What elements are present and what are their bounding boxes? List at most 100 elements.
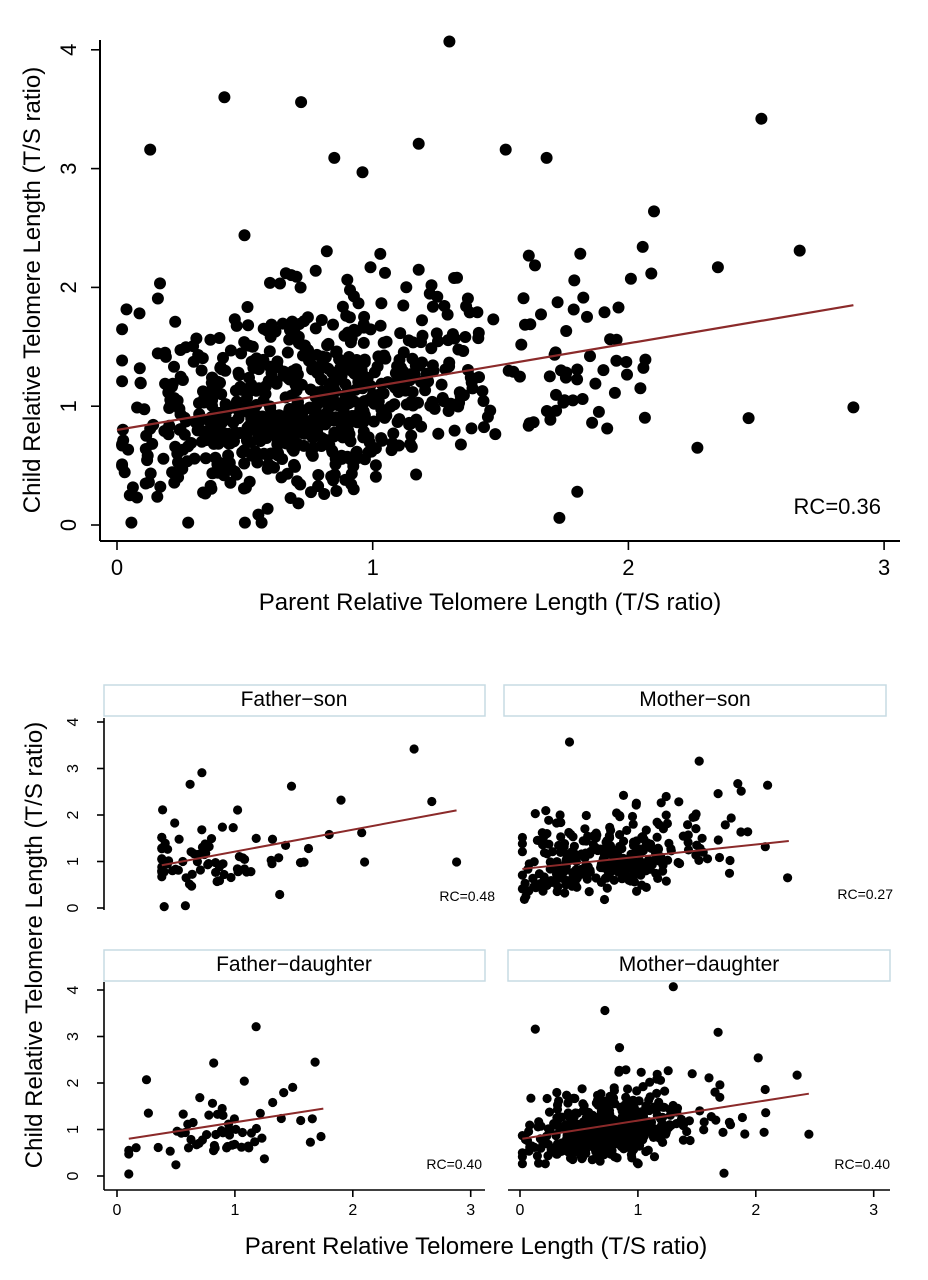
data-point [238,516,251,529]
data-point [621,368,633,381]
data-point [206,467,219,480]
data-point [207,1098,218,1108]
data-point [285,403,298,416]
data-point [674,797,684,807]
data-point [182,440,195,453]
data-point [166,466,179,479]
data-point [250,448,263,461]
data-point [564,737,575,747]
data-point [274,277,286,290]
data-point [572,882,582,892]
data-point [612,1153,622,1163]
data-point [291,475,304,488]
data-point [547,877,557,888]
data-point [264,276,276,289]
data-point [204,333,217,346]
facet-ticks-layer: 0 1 2 3 4 0 1 2 3 4 0 1 2 3 0 1 2 3 [65,717,878,1219]
data-point [330,346,343,359]
data-point [517,847,528,857]
data-point [196,425,209,437]
y-tick-label: 4 [56,44,81,56]
data-point [637,361,650,374]
data-point [230,319,243,332]
data-point [241,301,254,313]
data-point [632,1086,642,1096]
data-point [614,1043,625,1053]
data-point [157,867,167,877]
data-point [452,400,465,413]
data-point [584,887,594,897]
data-point [560,888,570,898]
data-point [546,859,556,869]
data-point [266,373,279,386]
data-point [310,1057,320,1067]
data-point [596,877,607,888]
data-point [424,399,437,412]
data-point [658,1137,668,1147]
data-point [213,332,226,344]
data-point [232,412,245,425]
data-point [676,1114,687,1124]
data-point [303,416,316,429]
data-point [564,827,574,838]
data-point [139,477,152,490]
data-point [330,485,343,497]
data-point [320,245,333,258]
data-point [637,880,647,890]
data-point [571,373,584,386]
data-point [627,811,638,822]
data-point [217,351,229,364]
data-point [556,832,566,842]
data-point [217,822,227,832]
data-point [375,297,388,310]
data-point [380,409,393,422]
data-point [603,1130,613,1141]
data-point [151,490,164,503]
data-point [725,855,735,866]
data-point [726,813,736,823]
data-point [523,417,536,430]
data-point [660,1086,670,1096]
data-point [179,341,192,354]
x-tick-label: 3 [878,555,890,580]
data-point [387,427,400,440]
data-point [599,894,610,905]
data-point [528,874,538,884]
data-point [362,446,375,459]
data-point [559,371,572,384]
data-point [559,839,570,849]
data-point [515,338,528,351]
data-point [371,360,384,373]
data-point [535,879,545,889]
data-point [216,431,229,443]
data-point [120,303,133,316]
data-point [656,1121,666,1131]
data-point [632,886,642,896]
data-point [663,1066,673,1076]
data-point [621,1108,631,1118]
data-point [540,1159,550,1169]
data-point [572,1108,583,1118]
data-point [307,1114,317,1124]
data-point [271,361,284,373]
data-point [212,876,222,887]
rc-label-father-daughter: RC=0.40 [426,1156,482,1172]
x-tick-label: 2 [348,1202,357,1219]
data-point [289,418,302,431]
data-point [403,418,416,431]
data-point [204,1110,214,1120]
data-point [197,842,208,852]
data-point [517,292,530,305]
data-point [847,401,860,414]
data-point [204,859,214,869]
data-point [250,1137,260,1147]
data-point [465,422,478,435]
data-point [224,476,237,489]
data-point [412,137,425,150]
y-tick-label: 2 [65,810,82,819]
data-point [358,409,371,422]
data-point [621,1065,631,1075]
data-point [321,339,334,352]
data-point [190,332,203,345]
data-point [159,350,172,363]
